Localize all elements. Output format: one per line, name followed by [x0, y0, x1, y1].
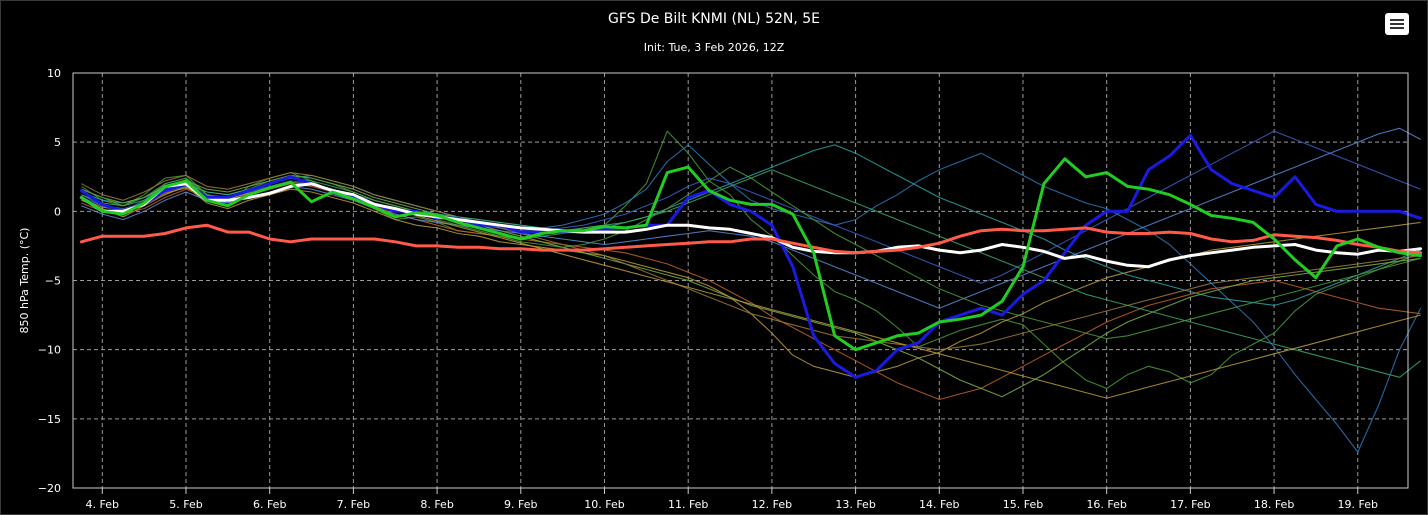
- y-tick-label: −5: [45, 275, 61, 288]
- y-tick-label: 0: [54, 205, 61, 218]
- hamburger-menu-icon[interactable]: [1385, 13, 1409, 35]
- ensemble-member-line: [81, 172, 1421, 351]
- ensemble-member-line: [81, 144, 1421, 306]
- ensemble-member-line: [81, 130, 1421, 389]
- menu-bar: [1390, 23, 1404, 25]
- ensemble-member-line: [81, 181, 1421, 399]
- ensemble-member-line: [81, 169, 1421, 378]
- x-tick-label: 18. Feb: [1254, 498, 1294, 511]
- x-tick-label: 17. Feb: [1170, 498, 1210, 511]
- ensemble-member-line: [81, 127, 1421, 309]
- plot-frame: [72, 72, 1409, 489]
- x-tick-label: 7. Feb: [337, 498, 370, 511]
- series-line: [79, 157, 1423, 352]
- ensemble-member-line: [81, 174, 1421, 398]
- series-line: [79, 182, 1423, 269]
- x-tick-label: 16. Feb: [1086, 498, 1126, 511]
- menu-bar: [1390, 27, 1404, 29]
- ensemble-member-line: [81, 130, 1421, 284]
- x-tick-label: 14. Feb: [919, 498, 959, 511]
- x-tick-label: 6. Feb: [253, 498, 286, 511]
- x-tick-label: 19. Feb: [1338, 498, 1378, 511]
- ensemble-member-line: [81, 166, 1421, 340]
- y-tick-label: −20: [38, 482, 61, 495]
- y-tick-label: 5: [54, 136, 61, 149]
- menu-bar: [1390, 19, 1404, 21]
- x-tick-label: 5. Feb: [169, 498, 202, 511]
- y-tick-label: −10: [38, 344, 61, 357]
- series-line: [79, 223, 1423, 255]
- y-tick-label: −15: [38, 413, 61, 426]
- x-tick-label: 4. Feb: [86, 498, 119, 511]
- x-tick-label: 13. Feb: [835, 498, 875, 511]
- x-tick-label: 15. Feb: [1003, 498, 1043, 511]
- series-line: [79, 133, 1423, 379]
- x-tick-label: 12. Feb: [752, 498, 792, 511]
- x-axis-ticks: 4. Feb 5. Feb 6. Feb 7. Feb 8. Feb 9. Feb 10. …: [86, 488, 1378, 511]
- y-axis-label: 850 hPa Temp. (°C): [18, 228, 31, 334]
- y-axis-ticks: 10 5 0 −5 −10 −15 −20: [38, 67, 61, 495]
- y-tick-label: 10: [47, 67, 61, 80]
- main-series: [79, 133, 1423, 379]
- x-tick-label: 11. Feb: [668, 498, 708, 511]
- chart-subtitle: Init: Tue, 3 Feb 2026, 12Z: [643, 41, 785, 54]
- x-tick-label: 9. Feb: [504, 498, 537, 511]
- x-tick-label: 8. Feb: [420, 498, 453, 511]
- chart-title: GFS De Bilt KNMI (NL) 52N, 5E: [607, 11, 821, 27]
- x-tick-label: 10. Feb: [584, 498, 624, 511]
